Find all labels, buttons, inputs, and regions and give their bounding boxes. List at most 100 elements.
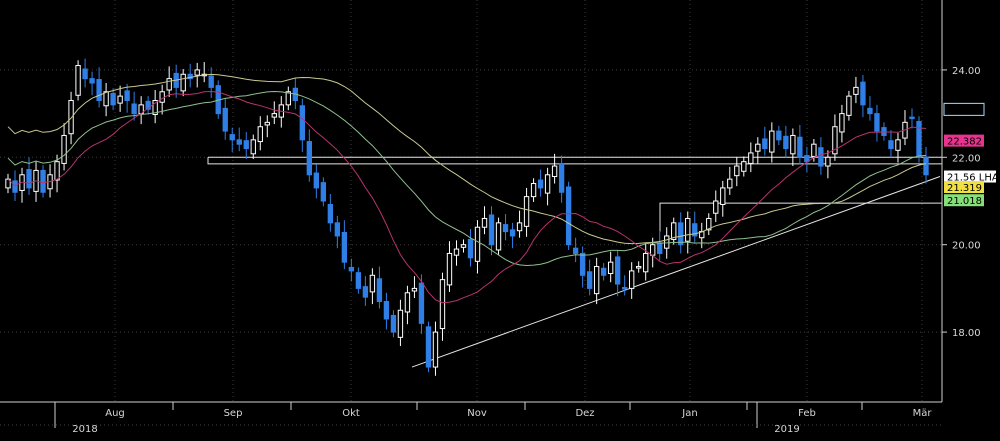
candle-body [776, 130, 782, 141]
ma-long-line [7, 73, 927, 245]
candle-body [621, 287, 628, 290]
candle-body [187, 73, 193, 80]
x-tick-label: Nov [467, 408, 487, 419]
y-tick-label: 20.00 [952, 241, 981, 252]
resistance-level [207, 157, 942, 165]
candle-body [425, 326, 432, 368]
candle-body [5, 178, 11, 189]
x-tick-label: Sep [224, 408, 243, 419]
candle-body [586, 271, 593, 289]
candle-body [26, 169, 32, 189]
candle-body [839, 113, 845, 133]
candle-body [411, 287, 418, 292]
candle-body [82, 68, 88, 80]
support-trendline [411, 176, 941, 368]
candle-body [166, 78, 172, 91]
candle-body [236, 139, 242, 145]
candle-body [551, 165, 558, 178]
candle-body [783, 135, 789, 150]
candle-body [383, 301, 390, 320]
y-tick-label: 24.00 [952, 66, 981, 77]
candle-body [544, 174, 551, 194]
year-label: 2018 [72, 424, 97, 435]
candle-body [362, 286, 369, 298]
candle-body [439, 279, 446, 330]
candle-body [243, 140, 249, 150]
candle-body [180, 73, 186, 92]
candle-body [650, 244, 656, 256]
candle-body [250, 139, 256, 155]
candle-body [131, 103, 137, 115]
candle-body [565, 186, 572, 246]
candle-body [888, 140, 894, 150]
candle-body [390, 314, 397, 333]
candle-body [811, 143, 817, 157]
candle-body [54, 161, 60, 181]
candle-body [523, 196, 530, 227]
value-tag [944, 194, 984, 207]
value-tag [943, 102, 985, 116]
gridlines [0, 0, 942, 402]
candle-body [741, 161, 747, 172]
candle-body [12, 180, 18, 193]
candlesticks [5, 58, 929, 376]
candle-body [895, 139, 901, 151]
y-tick-label: 22.00 [952, 153, 981, 164]
candle-body [481, 217, 488, 228]
y-tick-label: 18.00 [952, 328, 981, 339]
candle-body [600, 267, 607, 276]
candle-body [110, 93, 116, 106]
candle-body [341, 231, 348, 263]
candle-body [313, 172, 320, 189]
candle-body [685, 217, 691, 242]
ma-short-line [7, 90, 927, 304]
candle-body [446, 252, 453, 286]
candle-body [61, 134, 67, 164]
x-tick-label: Dez [575, 408, 594, 419]
axes: 18.00 20.00 22.00 24.00 Aug Sep Okt Nov Dez Jan Fe… [0, 0, 981, 435]
candle-body [96, 79, 102, 101]
x-tick-label: Jan [681, 408, 697, 419]
candle-body [306, 141, 313, 176]
value-tag-text: 21.56 LHA [947, 173, 999, 184]
candle-body [825, 156, 831, 167]
trendlines [207, 156, 942, 368]
candle-body [846, 95, 852, 116]
candle-body [348, 266, 355, 272]
value-tag-text: 21.018 [947, 196, 982, 207]
candle-body [558, 163, 565, 193]
candle-body [124, 90, 130, 101]
candle-body [397, 309, 404, 338]
candle-body [145, 100, 151, 110]
candle-body [706, 217, 712, 231]
candle-body [804, 155, 810, 163]
candle-body [867, 107, 873, 115]
candle-body [579, 252, 586, 276]
candle-body [818, 147, 824, 167]
candle-body [832, 126, 838, 155]
year-label: 2019 [774, 424, 799, 435]
candle-body [692, 223, 698, 237]
candle-body [40, 169, 46, 193]
candle-body [607, 261, 614, 275]
candle-body [727, 178, 733, 189]
candle-body [257, 126, 263, 143]
candle-body [264, 121, 270, 126]
candle-body [860, 81, 866, 106]
candle-body [194, 69, 200, 76]
candle-body [755, 143, 761, 152]
candle-body [678, 222, 684, 246]
candle-body [474, 226, 481, 262]
candle-body [285, 91, 291, 106]
value-tag [944, 134, 984, 147]
x-tick-label: Mär [913, 408, 933, 419]
candle-body [629, 270, 635, 289]
x-tick-label: Feb [798, 408, 816, 419]
candle-body [159, 91, 165, 103]
candle-body [636, 266, 642, 269]
moving-averages [7, 73, 927, 304]
candle-body [657, 242, 663, 254]
candle-body [614, 256, 621, 285]
